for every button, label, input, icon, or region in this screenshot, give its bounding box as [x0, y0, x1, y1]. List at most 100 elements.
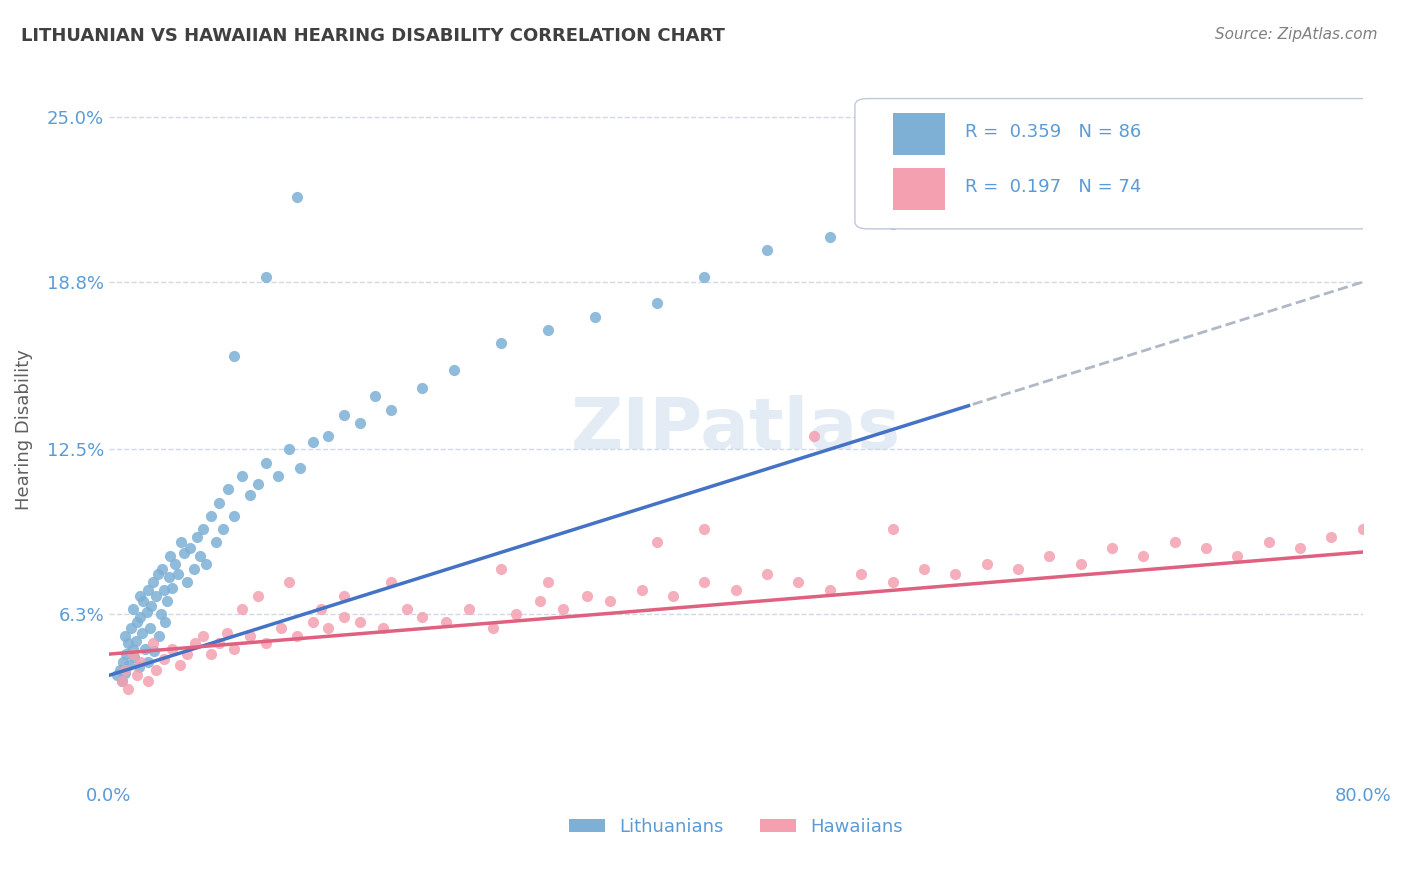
- Point: [333, 589, 356, 603]
- Point: [333, 610, 356, 624]
- Point: [176, 647, 198, 661]
- Point: [153, 583, 176, 598]
- Point: [195, 557, 218, 571]
- Point: [145, 663, 167, 677]
- Point: [105, 668, 128, 682]
- Point: [1195, 541, 1218, 555]
- Point: [1007, 562, 1029, 576]
- Text: Source: ZipAtlas.com: Source: ZipAtlas.com: [1215, 27, 1378, 42]
- Point: [169, 657, 191, 672]
- Point: [173, 546, 195, 560]
- Point: [155, 615, 177, 630]
- Text: R =  0.197   N = 74: R = 0.197 N = 74: [966, 178, 1142, 196]
- Point: [301, 615, 323, 630]
- Point: [191, 628, 214, 642]
- Point: [153, 652, 176, 666]
- Point: [108, 663, 131, 677]
- Point: [443, 363, 465, 377]
- Point: [121, 602, 143, 616]
- Point: [129, 610, 152, 624]
- Point: [129, 589, 152, 603]
- Point: [186, 530, 208, 544]
- Point: [188, 549, 211, 563]
- Point: [160, 641, 183, 656]
- Point: [146, 567, 169, 582]
- Point: [143, 644, 166, 658]
- Point: [121, 641, 143, 656]
- Point: [411, 381, 433, 395]
- Point: [529, 594, 551, 608]
- Point: [117, 636, 139, 650]
- Point: [224, 508, 246, 523]
- Point: [285, 628, 308, 642]
- Point: [191, 522, 214, 536]
- Point: [411, 610, 433, 624]
- Point: [142, 575, 165, 590]
- Point: [882, 217, 904, 231]
- Point: [141, 599, 163, 614]
- Point: [131, 625, 153, 640]
- Point: [395, 602, 418, 616]
- Point: [231, 602, 253, 616]
- Point: [224, 641, 246, 656]
- Point: [349, 416, 371, 430]
- Point: [301, 434, 323, 449]
- Point: [482, 621, 505, 635]
- Point: [128, 660, 150, 674]
- Point: [246, 477, 269, 491]
- Point: [943, 567, 966, 582]
- Point: [127, 615, 149, 630]
- Point: [373, 621, 395, 635]
- Point: [114, 628, 136, 642]
- Point: [724, 583, 747, 598]
- Point: [630, 583, 652, 598]
- Point: [217, 483, 239, 497]
- Point: [121, 647, 143, 661]
- Point: [434, 615, 457, 630]
- Point: [662, 589, 685, 603]
- Point: [333, 408, 356, 422]
- Point: [693, 575, 716, 590]
- Point: [157, 570, 180, 584]
- Point: [115, 647, 138, 661]
- Point: [254, 269, 277, 284]
- Point: [489, 336, 512, 351]
- Point: [267, 469, 290, 483]
- Point: [818, 583, 841, 598]
- Point: [1320, 530, 1343, 544]
- Point: [148, 628, 170, 642]
- Text: LITHUANIAN VS HAWAIIAN HEARING DISABILITY CORRELATION CHART: LITHUANIAN VS HAWAIIAN HEARING DISABILIT…: [21, 27, 725, 45]
- Point: [142, 636, 165, 650]
- Point: [120, 621, 142, 635]
- Point: [136, 655, 159, 669]
- Point: [212, 522, 235, 536]
- Bar: [893, 168, 945, 210]
- Point: [1038, 190, 1060, 204]
- Point: [139, 621, 162, 635]
- Point: [818, 230, 841, 244]
- Point: [127, 668, 149, 682]
- Point: [200, 647, 222, 661]
- Point: [179, 541, 201, 555]
- Point: [1163, 535, 1185, 549]
- FancyBboxPatch shape: [855, 99, 1382, 229]
- Point: [200, 508, 222, 523]
- Point: [583, 310, 606, 324]
- Point: [149, 607, 172, 622]
- Point: [160, 581, 183, 595]
- Point: [960, 203, 983, 218]
- Point: [184, 636, 207, 650]
- Point: [231, 469, 253, 483]
- Point: [129, 655, 152, 669]
- Point: [882, 575, 904, 590]
- Point: [288, 461, 311, 475]
- Point: [349, 615, 371, 630]
- Point: [309, 602, 332, 616]
- Point: [183, 562, 205, 576]
- Point: [1289, 541, 1312, 555]
- Point: [136, 583, 159, 598]
- Point: [1132, 549, 1154, 563]
- Text: ZIPatlas: ZIPatlas: [571, 395, 901, 464]
- Point: [380, 402, 402, 417]
- Point: [364, 389, 387, 403]
